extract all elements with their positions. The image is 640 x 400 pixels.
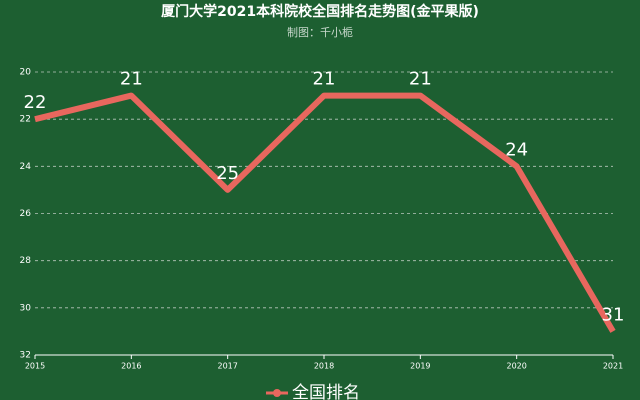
data-label: 24 [505,139,528,160]
y-tick-label: 24 [20,162,32,172]
x-tick-label: 2015 [25,362,45,371]
data-label: 31 [602,304,625,325]
y-tick-label: 32 [20,351,31,361]
chart-subtitle: 制图：千小栀 [287,25,353,39]
data-label: 22 [24,92,47,113]
y-tick-label: 30 [20,303,32,313]
x-tick-label: 2018 [314,362,334,371]
x-tick-label: 2016 [121,362,141,371]
data-label: 21 [409,69,432,90]
y-tick-label: 26 [20,209,32,219]
line [34,92,616,333]
x-tick-label: 2017 [217,362,237,371]
x-tick-label: 2019 [410,362,430,371]
y-tick-label: 20 [20,68,32,78]
x-tick-label: 2020 [506,362,526,371]
legend-label: 全国排名 [292,383,360,400]
y-tick-label: 28 [20,256,32,266]
data-label: 21 [313,69,336,90]
data-label: 25 [216,163,239,184]
data-label: 21 [120,69,143,90]
x-tick-label: 2021 [603,362,623,371]
chart-title: 厦门大学2021本科院校全国排名走势图(金平果版) [161,3,479,20]
y-tick-label: 22 [20,115,31,125]
legend-marker-dot [273,389,281,397]
